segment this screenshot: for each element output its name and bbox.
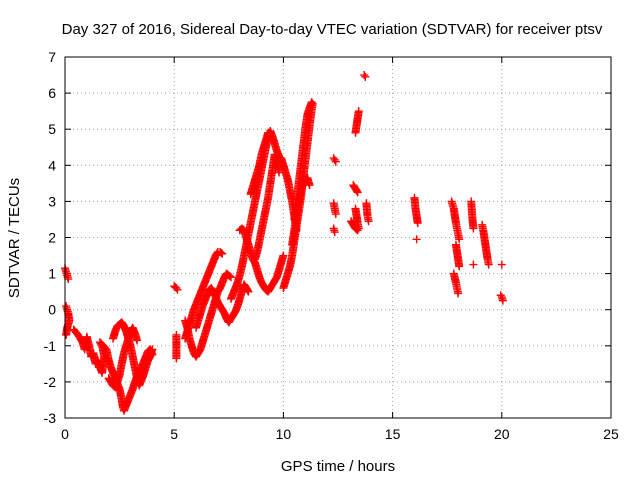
y-tick-label: 0 — [48, 302, 56, 318]
data-point — [307, 98, 316, 107]
y-tick-label: -2 — [44, 374, 57, 390]
y-axis-title: SDTVAR / TECUs — [6, 178, 23, 298]
y-tick-label: 2 — [48, 230, 56, 246]
plot-frame — [64, 56, 612, 419]
data-point — [330, 228, 339, 237]
y-tick-label: 7 — [48, 49, 56, 65]
x-tick-label: 5 — [170, 426, 178, 442]
data-point — [360, 71, 369, 80]
data-point — [279, 251, 288, 260]
y-tick-label: -3 — [44, 410, 57, 426]
data-point — [148, 345, 157, 354]
data-point — [364, 217, 373, 226]
data-points — [61, 71, 507, 415]
data-point — [331, 157, 340, 166]
data-point — [455, 235, 464, 244]
data-point — [172, 284, 181, 293]
grid — [65, 57, 611, 418]
y-tick-label: 5 — [48, 121, 56, 137]
data-point — [330, 155, 339, 164]
data-point — [173, 285, 182, 294]
y-tick-label: -1 — [44, 338, 57, 354]
data-point — [412, 235, 421, 244]
data-point — [217, 248, 226, 257]
data-point — [226, 273, 235, 282]
data-point — [218, 249, 227, 258]
data-point — [64, 275, 73, 284]
x-tick-label: 15 — [385, 426, 401, 442]
data-point — [353, 188, 362, 197]
data-point — [244, 287, 253, 296]
data-point — [172, 354, 181, 363]
data-point — [469, 224, 478, 233]
data-point — [331, 210, 340, 219]
data-point — [133, 336, 142, 345]
y-tick-label: 3 — [48, 193, 56, 209]
data-point — [292, 226, 301, 235]
chart-title: Day 327 of 2016, Sidereal Day-to-day VTE… — [62, 21, 603, 38]
data-point — [62, 330, 71, 339]
x-axis-title: GPS time / hours — [281, 458, 395, 475]
data-point — [484, 260, 493, 269]
data-point — [352, 187, 361, 196]
x-tick-label: 25 — [603, 426, 619, 442]
x-tick-label: 20 — [494, 426, 510, 442]
data-point — [361, 72, 370, 81]
data-point — [498, 296, 507, 305]
y-tick-label: 1 — [48, 266, 56, 282]
data-point — [455, 262, 464, 271]
data-point — [243, 286, 252, 295]
data-point — [354, 107, 363, 116]
axis-ticks: 0 5 10 15 20 25 -3 -2 -1 0 1 2 3 4 5 6 7 — [44, 49, 619, 442]
data-point — [497, 260, 506, 269]
data-point — [454, 289, 463, 298]
data-point — [225, 272, 234, 281]
data-point — [264, 128, 273, 137]
data-point — [496, 291, 505, 300]
data-point — [354, 224, 363, 233]
y-tick-label: 6 — [48, 85, 56, 101]
data-point — [469, 260, 478, 269]
y-tick-label: 4 — [48, 157, 56, 173]
data-point — [305, 181, 314, 190]
x-tick-label: 0 — [61, 426, 69, 442]
x-tick-label: 10 — [276, 426, 292, 442]
data-point — [413, 219, 422, 228]
